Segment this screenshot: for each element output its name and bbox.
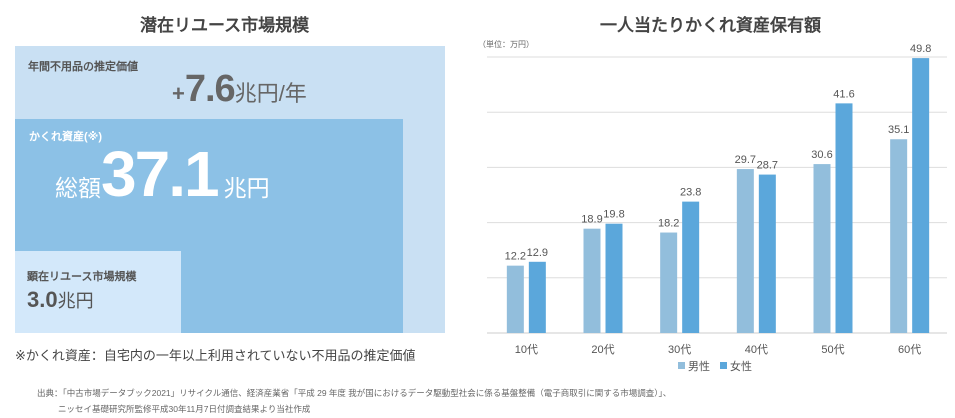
visible-market-label: 顕在リユース市場規模 — [27, 271, 137, 283]
annual-label: 年間不用品の推定価値 — [28, 61, 138, 73]
visible-market-value: 3.0兆円 — [27, 287, 94, 312]
annual-value: +7.6兆円/年 — [172, 68, 307, 110]
data-label: 12.9 — [527, 247, 548, 259]
chart-unit-label: （単位：万円） — [478, 40, 534, 49]
bar-男性-50代 — [813, 164, 831, 333]
legend-swatch — [720, 362, 727, 369]
data-label: 35.1 — [888, 124, 909, 136]
x-tick-label: 10代 — [515, 343, 538, 356]
bar-男性-60代 — [890, 139, 908, 333]
data-label: 41.6 — [833, 88, 854, 100]
data-label: 30.6 — [811, 149, 832, 161]
x-tick-label: 30代 — [668, 343, 691, 356]
bar-男性-30代 — [660, 232, 678, 333]
bar-女性-60代 — [912, 58, 930, 333]
x-tick-label: 40代 — [745, 343, 768, 356]
bar-女性-50代 — [835, 103, 853, 333]
x-tick-label: 20代 — [591, 343, 614, 356]
legend-label: 男性 — [688, 359, 710, 373]
data-label: 28.7 — [757, 160, 778, 172]
data-label: 12.2 — [505, 251, 526, 263]
data-label: 18.9 — [581, 214, 602, 226]
hidden-assets-value: 総額37.1 兆円 — [55, 138, 270, 210]
left-title: 潜在リユース市場規模 — [140, 16, 310, 35]
data-label: 18.2 — [658, 218, 679, 230]
data-label: 29.7 — [735, 154, 756, 166]
chart-title: 一人当たりかくれ資産保有額 — [600, 16, 821, 35]
x-tick-label: 60代 — [898, 343, 921, 356]
data-label: 19.8 — [603, 209, 624, 221]
bar-男性-10代 — [506, 265, 524, 333]
hidden-assets-label: かくれ資産(※) — [29, 131, 103, 143]
x-tick-label: 50代 — [821, 343, 844, 356]
legend-label: 女性 — [730, 359, 752, 373]
bar-女性-10代 — [528, 261, 546, 333]
footnote: ※かくれ資産：自宅内の一年以上利用されていない不用品の推定価値 — [15, 348, 416, 363]
source-line-1: 出典：「中古市場データブック2021」リサイクル通信、経済産業省「平成 29 年… — [37, 388, 672, 398]
bar-女性-30代 — [682, 201, 700, 333]
bar-女性-40代 — [758, 174, 776, 333]
data-label: 49.8 — [910, 43, 931, 55]
source-line-2: ニッセイ基礎研究所監修平成30年11月7日付調査結果より当社作成 — [58, 404, 311, 414]
visible-market-box: 顕在リユース市場規模 3.0兆円 — [15, 251, 181, 333]
bar-男性-40代 — [736, 169, 754, 333]
legend-swatch — [678, 362, 685, 369]
bar-女性-20代 — [605, 223, 623, 333]
bar-男性-20代 — [583, 228, 601, 333]
data-label: 23.8 — [680, 187, 701, 199]
